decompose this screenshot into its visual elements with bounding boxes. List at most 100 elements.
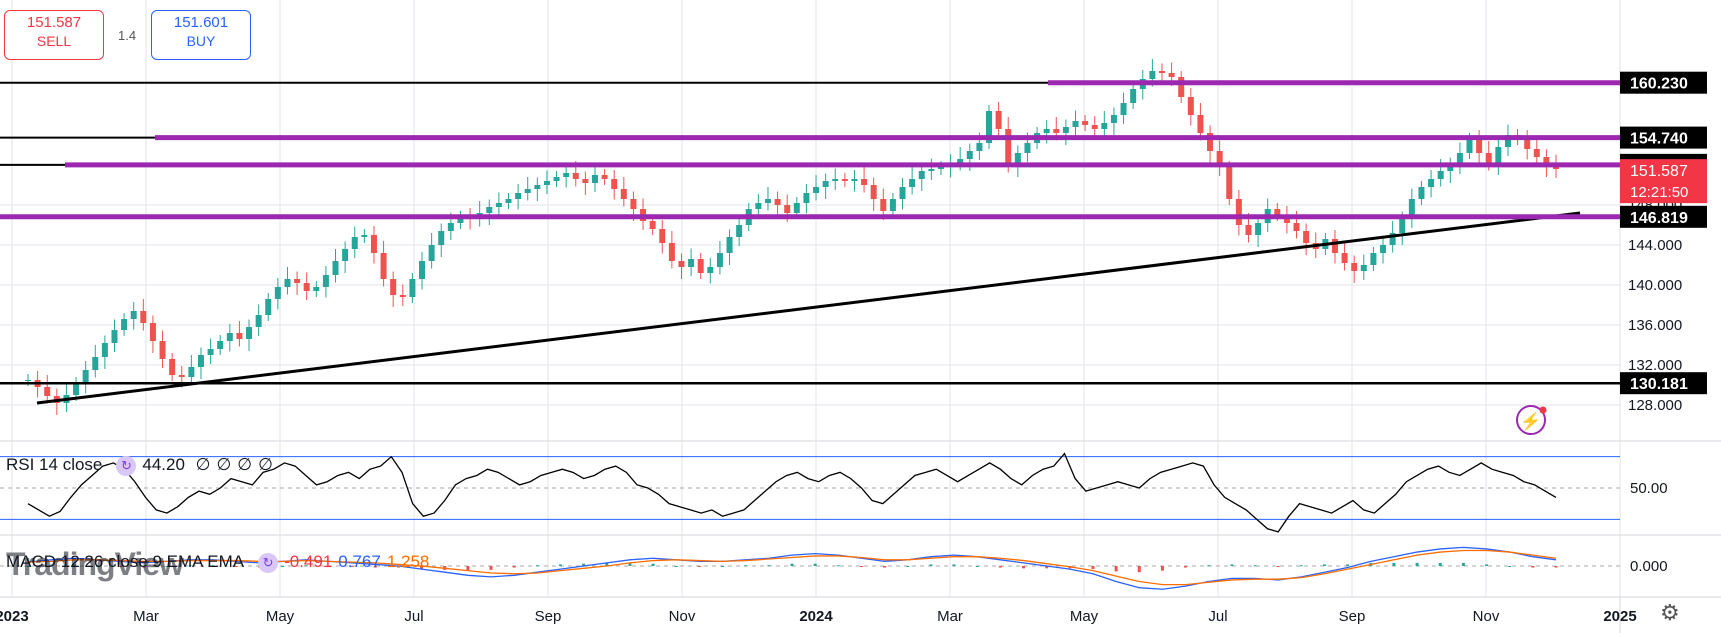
candle-body <box>130 311 137 319</box>
macd-histogram-bar <box>1508 566 1512 567</box>
time-axis-label: 2023 <box>0 608 29 625</box>
candle-body <box>226 333 233 341</box>
candle-body <box>438 231 445 245</box>
candle-body <box>1101 123 1108 129</box>
candle-body <box>217 341 224 349</box>
buy-button[interactable]: 151.601 BUY <box>151 10 251 60</box>
candle-body <box>207 349 214 355</box>
candle-body <box>591 175 598 183</box>
macd-histogram-bar <box>95 566 99 567</box>
candle-body <box>111 330 118 343</box>
macd-histogram-bar <box>859 566 863 567</box>
macd-histogram-bar <box>1276 566 1280 567</box>
candle-body <box>563 173 570 177</box>
macd-value-histogram: -0.491 <box>284 552 333 571</box>
macd-histogram-bar <box>1461 562 1465 566</box>
candle-body <box>880 199 887 211</box>
candle-body <box>332 261 339 275</box>
candle-body <box>284 279 291 287</box>
time-axis-label: May <box>266 608 295 625</box>
candle-body <box>870 185 877 199</box>
macd-histogram-bar <box>512 566 516 568</box>
candle-body <box>1255 223 1262 235</box>
time-axis-label: Sep <box>535 608 562 625</box>
candle-body <box>399 295 406 297</box>
macd-histogram-bar <box>119 566 123 567</box>
settings-gear-icon[interactable]: ⚙ <box>1660 600 1680 625</box>
candle-body <box>1082 121 1089 125</box>
notification-dot <box>1539 406 1547 414</box>
macd-histogram-bar <box>790 563 794 566</box>
price-line-label: 146.819 <box>1630 210 1688 227</box>
candle-body <box>313 287 320 291</box>
candle-body <box>630 199 637 209</box>
candle-body <box>1524 139 1531 149</box>
candle-body <box>1235 199 1242 225</box>
candle-body <box>1331 239 1338 253</box>
candle-body <box>1293 223 1300 231</box>
candle-body <box>832 179 839 181</box>
rsi-extra: ∅ <box>237 455 253 474</box>
candle-body <box>1543 157 1550 165</box>
macd-histogram-bar <box>558 564 562 566</box>
macd-histogram-bar <box>1531 566 1535 568</box>
candle-body <box>716 253 723 267</box>
sell-button[interactable]: 151.587 SELL <box>4 10 104 60</box>
price-line-label-bg <box>1620 71 1707 94</box>
candle-body <box>1428 179 1435 187</box>
time-axis-label: 2025 <box>1603 608 1636 625</box>
macd-histogram-bar <box>1114 566 1118 572</box>
macd-histogram-bar <box>998 566 1002 568</box>
price-line-label-bg <box>1620 126 1707 149</box>
candle-body <box>121 319 128 330</box>
candle-body <box>197 355 204 367</box>
signal-line <box>27 549 1557 586</box>
candle-body <box>543 181 550 185</box>
macd-histogram-bar <box>1207 565 1211 567</box>
candle-body <box>188 367 195 377</box>
candle-body <box>178 375 185 377</box>
rsi-legend[interactable]: RSI 14 close ↻ 44.20 ∅ ∅ ∅ ∅ <box>6 455 279 476</box>
candle-body <box>495 203 502 207</box>
rsi-cycle-icon[interactable]: ↻ <box>116 455 137 476</box>
price-axis-label: 144.000 <box>1628 237 1682 254</box>
candle-body <box>726 237 733 253</box>
candle-body <box>303 283 310 291</box>
macd-cycle-icon[interactable]: ↻ <box>258 552 279 573</box>
macd-histogram-bar <box>1322 564 1326 566</box>
candle-body <box>582 179 589 183</box>
candle-body <box>928 169 935 171</box>
candle-body <box>793 203 800 213</box>
candle-body <box>486 207 493 213</box>
candle-body <box>1043 129 1050 133</box>
candle-body <box>265 299 272 315</box>
candle-body <box>659 229 666 243</box>
candle-body <box>1476 139 1483 153</box>
macd-axis-label: 0.000 <box>1630 558 1668 575</box>
candle-body <box>678 261 685 267</box>
macd-legend[interactable]: MACD 12 26 close 9 EMA EMA ↻ -0.491 0.767 1.… <box>6 552 435 573</box>
macd-histogram-bar <box>1299 565 1303 567</box>
candle-body <box>688 259 695 267</box>
macd-histogram-bar <box>1554 566 1558 568</box>
candle-body <box>515 193 522 199</box>
candle-body <box>419 261 426 279</box>
rsi-extra: ∅ <box>195 455 211 474</box>
macd-histogram-bar <box>836 565 840 567</box>
candle-body <box>1341 253 1348 263</box>
time-axis-label: Mar <box>937 608 963 625</box>
candle-body <box>274 287 281 299</box>
macd-histogram-bar <box>1022 566 1026 569</box>
candle-body <box>380 253 387 279</box>
macd-histogram-bar <box>211 565 215 567</box>
candle-body <box>82 370 89 383</box>
candle-body <box>428 245 435 261</box>
macd-histogram-bar <box>1485 564 1489 566</box>
candle-body <box>1370 253 1377 265</box>
macd-histogram-bar <box>1392 562 1396 566</box>
macd-histogram-bar <box>767 565 771 567</box>
macd-histogram-bar <box>327 566 331 567</box>
candle-body <box>370 235 377 253</box>
candle-body <box>649 221 656 229</box>
